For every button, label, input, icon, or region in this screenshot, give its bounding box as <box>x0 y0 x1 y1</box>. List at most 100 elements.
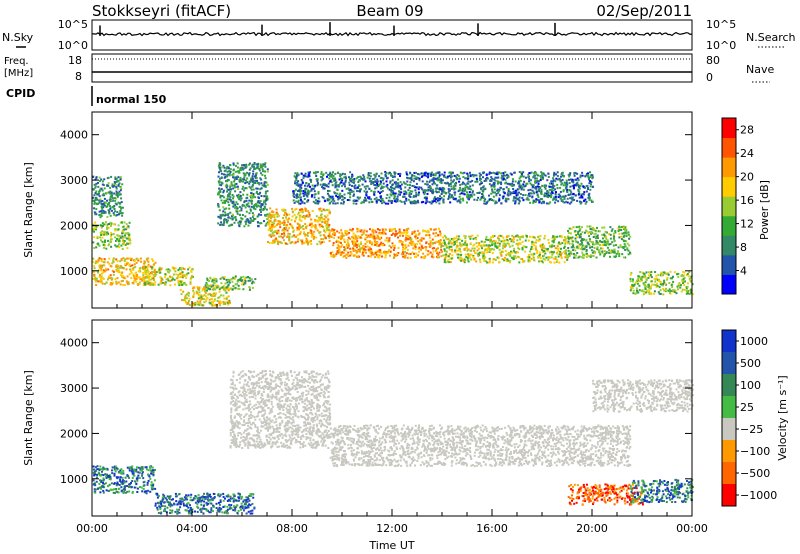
power-echo-cell <box>146 271 149 274</box>
power-echo-cell <box>482 258 485 261</box>
power-echo-cell <box>667 289 670 292</box>
power-echo-cell <box>239 195 242 197</box>
power-echo-cell <box>510 250 512 253</box>
power-echo-cell <box>295 200 298 203</box>
power-echo-cell <box>547 192 550 195</box>
power-echo-cell <box>213 277 216 280</box>
power-echo-cell <box>666 278 669 281</box>
power-echo-cell <box>541 248 544 251</box>
power-echo-cell <box>92 257 95 260</box>
power-echo-cell <box>255 190 258 193</box>
power-echo-cell <box>279 241 282 244</box>
power-echo-cell <box>380 185 383 188</box>
power-echo-cell <box>498 238 501 240</box>
power-echo-cell <box>588 182 591 185</box>
power-echo-cell <box>525 246 528 249</box>
power-echo-cell <box>546 248 549 251</box>
power-echo-cell <box>101 189 104 192</box>
power-echo-cell <box>347 236 350 239</box>
power-echo-cell <box>97 259 100 262</box>
power-echo-cell <box>374 251 377 254</box>
power-echo-cell <box>301 180 304 183</box>
power-echo-cell <box>550 185 553 188</box>
power-echo-cell <box>319 225 322 228</box>
power-echo-cell <box>353 249 356 251</box>
power-echo-cell <box>466 172 469 175</box>
power-echo-cell <box>114 223 117 226</box>
freq-left-tick-top: 18 <box>68 54 82 67</box>
power-echo-cell <box>339 182 342 185</box>
power-echo-cell <box>98 201 101 204</box>
power-echo-cell <box>227 194 229 197</box>
power-echo-cell <box>653 283 656 286</box>
power-echo-cell <box>99 279 102 282</box>
power-echo-cell <box>476 199 479 202</box>
power-echo-cell <box>311 194 314 197</box>
power-echo-cell <box>571 236 574 239</box>
power-echo-cell <box>462 192 465 195</box>
power-echo-cell <box>506 242 509 245</box>
power-echo-cell <box>373 235 376 238</box>
power-echo-cell <box>483 200 486 202</box>
power-echo-cell <box>321 196 324 199</box>
power-echo-cell <box>115 245 118 248</box>
power-echo-cell <box>95 260 98 263</box>
power-echo-cell <box>578 243 581 246</box>
power-echo-cell <box>241 187 244 190</box>
power-echo-cell <box>107 191 110 194</box>
power-echo-cell <box>553 197 556 200</box>
power-echo-cell <box>482 251 485 254</box>
power-echo-cell <box>436 252 439 255</box>
power-echo-cell <box>109 276 112 279</box>
power-echo-cell <box>402 252 405 255</box>
power-echo-cell <box>349 191 351 194</box>
power-echo-cell <box>650 293 653 295</box>
power-echo-cell <box>189 281 192 284</box>
power-echo-cell <box>660 274 663 277</box>
power-echo-cell <box>597 237 599 239</box>
power-echo-cell <box>474 251 476 254</box>
power-echo-cell <box>340 229 343 232</box>
power-echo-cell <box>650 271 653 274</box>
power-echo-cell <box>201 289 204 292</box>
power-echo-cell <box>170 279 173 282</box>
power-echo-cell <box>464 241 467 244</box>
power-echo-cell <box>103 241 106 243</box>
power-echo-cell <box>128 221 131 224</box>
power-echo-cell <box>248 277 251 279</box>
power-echo-cell <box>538 186 541 189</box>
power-echo-cell <box>275 211 278 214</box>
power-echo-cell <box>117 179 120 182</box>
power-echo-cell <box>318 240 321 243</box>
power-echo-cell <box>251 179 254 182</box>
power-echo-cell <box>425 246 427 249</box>
power-echo-cell <box>161 281 164 284</box>
power-echo-cell <box>116 179 119 182</box>
power-echo-cell <box>511 251 514 254</box>
power-echo-cell <box>580 182 583 185</box>
power-echo-cell <box>119 260 122 263</box>
power-echo-cell <box>320 171 323 174</box>
power-echo-cell <box>123 240 126 242</box>
power-echo-cell <box>424 230 426 232</box>
power-echo-cell <box>521 248 524 251</box>
power-echo-cell <box>94 211 97 214</box>
power-echo-cell <box>113 192 116 195</box>
power-echo-cell <box>101 200 104 202</box>
power-echo-cell <box>249 162 251 165</box>
power-echo-cell <box>556 247 559 250</box>
power-echo-cell <box>372 231 375 234</box>
power-echo-cell <box>182 299 185 302</box>
power-echo-cell <box>573 256 575 259</box>
power-echo-cell <box>121 212 124 215</box>
power-echo-cell <box>523 180 526 183</box>
power-echo-cell <box>665 289 668 292</box>
power-echo-cell <box>430 255 433 258</box>
power-echo-cell <box>245 219 248 222</box>
power-echo-cell <box>509 191 512 194</box>
power-echo-cell <box>601 241 604 244</box>
power-echo-cell <box>299 198 302 201</box>
power-echo-cell <box>218 181 221 184</box>
power-echo-cell <box>357 248 360 251</box>
power-echo-cell <box>304 235 307 237</box>
